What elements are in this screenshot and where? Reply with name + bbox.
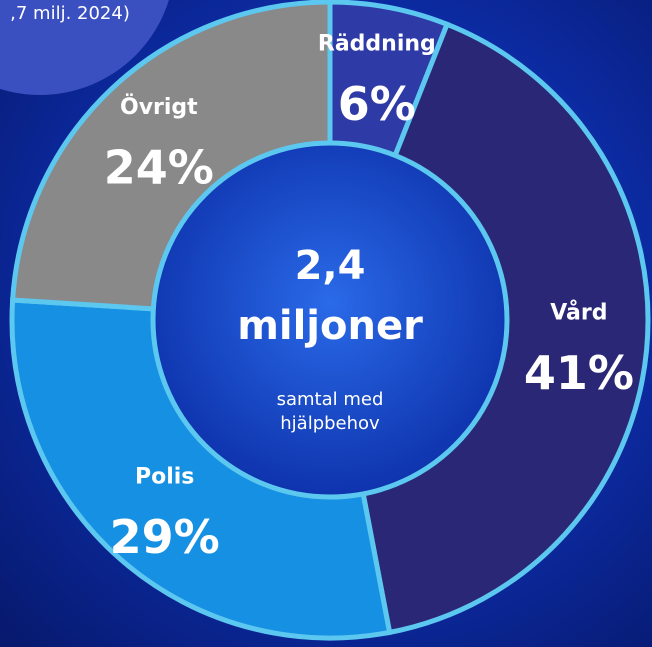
- center-title: miljoner: [237, 303, 423, 349]
- category-label: Polis: [135, 465, 194, 490]
- center-title: 2,4: [295, 243, 366, 289]
- center-subtitle: hjälpbehov: [280, 413, 380, 434]
- annotation: ,7 milj. 2024): [10, 3, 130, 24]
- value-label: 24%: [104, 140, 214, 194]
- center-subtitle: samtal med: [277, 389, 384, 410]
- donut-hole: [150, 140, 510, 500]
- value-label: 41%: [524, 346, 634, 400]
- category-label: Räddning: [318, 31, 436, 56]
- value-label: 29%: [110, 510, 220, 564]
- value-label: 6%: [338, 77, 416, 131]
- annotation-bubble: [0, 0, 169, 95]
- category-label: Övrigt: [120, 94, 198, 120]
- category-label: Vård: [550, 300, 607, 326]
